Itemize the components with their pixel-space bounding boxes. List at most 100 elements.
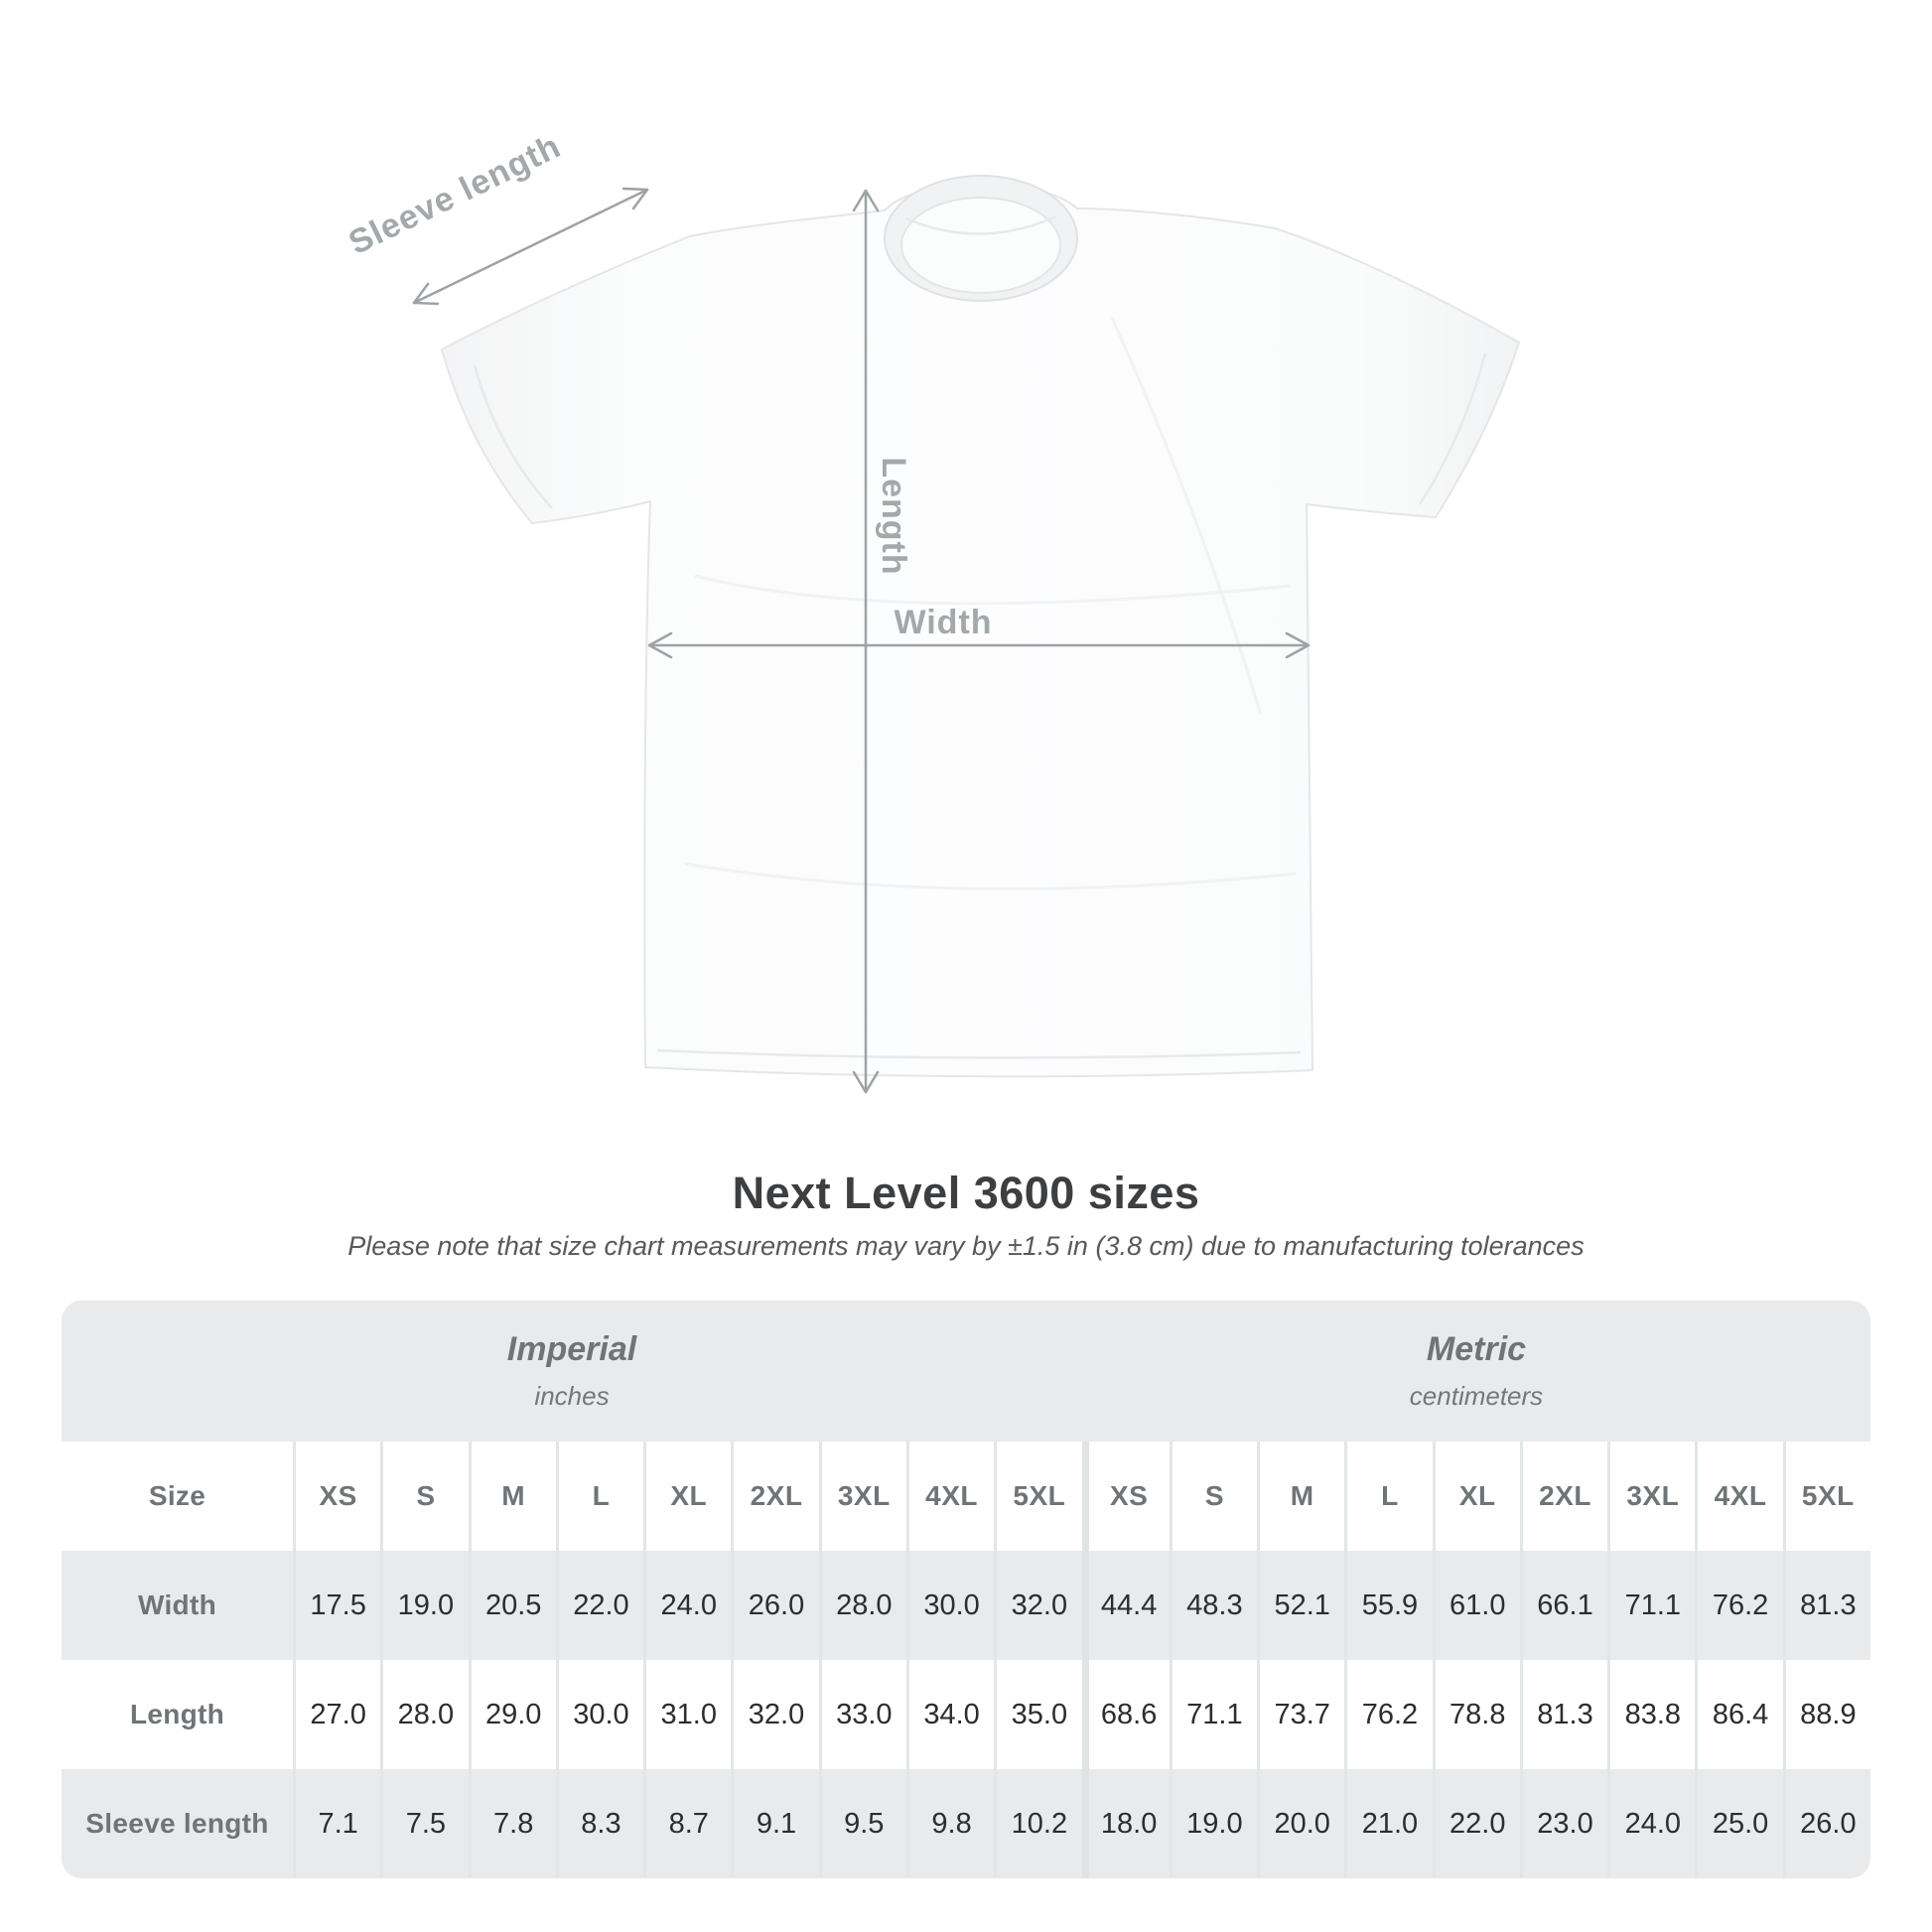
value-cell: 55.9 bbox=[1344, 1551, 1432, 1660]
size-header-cell: L bbox=[1344, 1442, 1433, 1551]
value-cell: 22.0 bbox=[555, 1551, 643, 1660]
value-cell: 26.0 bbox=[731, 1551, 818, 1660]
size-table: Imperial inches Metric centimeters Size X… bbox=[62, 1301, 1870, 1878]
value-cell: 26.0 bbox=[1782, 1769, 1870, 1878]
value-cell: 32.0 bbox=[994, 1551, 1081, 1660]
value-cell: 61.0 bbox=[1432, 1551, 1520, 1660]
value-cell: 81.3 bbox=[1519, 1660, 1608, 1769]
value-cell: 28.0 bbox=[380, 1660, 469, 1769]
sleeve-length-label: Sleeve length bbox=[343, 127, 566, 262]
value-cell: 34.0 bbox=[905, 1660, 995, 1769]
value-cell: 86.4 bbox=[1695, 1660, 1783, 1769]
page-title: Next Level 3600 sizes bbox=[732, 1168, 1200, 1218]
size-header-cell: 2XL bbox=[1519, 1442, 1608, 1551]
wrinkle-line bbox=[694, 574, 1292, 606]
value-cell: 81.3 bbox=[1782, 1551, 1870, 1660]
value-cell: 27.0 bbox=[293, 1660, 381, 1769]
value-cell: 76.2 bbox=[1344, 1660, 1433, 1769]
value-cell: 20.0 bbox=[1257, 1769, 1344, 1878]
size-header-cell: S bbox=[380, 1442, 469, 1551]
value-cell: 17.5 bbox=[293, 1551, 380, 1660]
value-cell: 7.5 bbox=[380, 1769, 468, 1878]
size-header-cell: XL bbox=[1432, 1442, 1520, 1551]
row-label: Sleeve length bbox=[85, 1808, 269, 1839]
right-sleeve-hem-seam bbox=[1418, 352, 1487, 505]
collar-back-seam bbox=[904, 214, 1057, 235]
size-header-cell: M bbox=[468, 1442, 556, 1551]
width-arrow bbox=[647, 631, 1311, 659]
imperial-sublabel: inches bbox=[534, 1381, 610, 1411]
value-cell: 19.0 bbox=[380, 1551, 468, 1660]
tshirt-measurement-diagram: Sleeve length Length Width bbox=[343, 127, 1521, 1094]
size-header-cell: M bbox=[1257, 1442, 1345, 1551]
sleeve-length-arrow bbox=[412, 187, 649, 306]
size-header-cell: XL bbox=[643, 1442, 732, 1551]
value-cell: 19.0 bbox=[1169, 1769, 1257, 1878]
value-cell: 52.1 bbox=[1257, 1551, 1344, 1660]
size-header-cell: XS bbox=[293, 1442, 381, 1551]
value-cell: 30.0 bbox=[905, 1551, 994, 1660]
size-column-header: Size bbox=[62, 1442, 293, 1551]
page-subtitle: Please note that size chart measurements… bbox=[347, 1231, 1585, 1261]
value-cell: 25.0 bbox=[1695, 1769, 1782, 1878]
imperial-label: Imperial bbox=[506, 1330, 637, 1368]
unit-band: Imperial inches Metric centimeters bbox=[62, 1301, 1870, 1442]
value-cell: 8.7 bbox=[643, 1769, 731, 1878]
value-cell: 24.0 bbox=[643, 1551, 731, 1660]
size-header-cell: 2XL bbox=[731, 1442, 819, 1551]
value-cell: 7.1 bbox=[293, 1769, 380, 1878]
value-cell: 35.0 bbox=[994, 1660, 1082, 1769]
size-header-cell: 5XL bbox=[994, 1442, 1082, 1551]
value-cell: 28.0 bbox=[818, 1551, 906, 1660]
value-cell: 73.7 bbox=[1257, 1660, 1345, 1769]
row-label: Length bbox=[62, 1660, 293, 1769]
tshirt-illustration bbox=[440, 175, 1521, 1078]
value-cell: 22.0 bbox=[1432, 1769, 1520, 1878]
wrinkle-line bbox=[684, 862, 1297, 891]
value-cell: 71.1 bbox=[1607, 1551, 1695, 1660]
width-label: Width bbox=[894, 604, 992, 641]
length-arrow bbox=[852, 189, 880, 1094]
value-cell: 18.0 bbox=[1081, 1769, 1170, 1878]
value-cell: 29.0 bbox=[468, 1660, 556, 1769]
value-cell: 9.5 bbox=[818, 1769, 906, 1878]
value-cell: 31.0 bbox=[643, 1660, 732, 1769]
metric-label: Metric bbox=[1426, 1330, 1527, 1368]
size-header-cell: 3XL bbox=[818, 1442, 906, 1551]
value-cell: 76.2 bbox=[1695, 1551, 1782, 1660]
collar-inner bbox=[900, 197, 1061, 294]
metric-sublabel: centimeters bbox=[1409, 1381, 1544, 1411]
imperial-unit-group: Imperial inches bbox=[62, 1301, 1082, 1442]
value-cell: 33.0 bbox=[818, 1660, 906, 1769]
value-cell: 78.8 bbox=[1432, 1660, 1520, 1769]
metric-unit-group: Metric centimeters bbox=[1082, 1301, 1870, 1442]
value-cell: 44.4 bbox=[1081, 1551, 1170, 1660]
value-cell: 20.5 bbox=[468, 1551, 556, 1660]
value-cell: 68.6 bbox=[1081, 1660, 1170, 1769]
size-header-cell: 3XL bbox=[1607, 1442, 1696, 1551]
value-cell: 83.8 bbox=[1607, 1660, 1696, 1769]
value-cell: 88.9 bbox=[1782, 1660, 1870, 1769]
value-cell: 66.1 bbox=[1519, 1551, 1607, 1660]
value-cell: 8.3 bbox=[555, 1769, 643, 1878]
size-header-cell: XS bbox=[1081, 1442, 1170, 1551]
value-cell: 9.1 bbox=[731, 1769, 818, 1878]
value-cell: 24.0 bbox=[1607, 1769, 1695, 1878]
value-cell: 48.3 bbox=[1169, 1551, 1257, 1660]
size-grid: Size XS S M L XL 2XL 3XL 4XL 5XL XS S M L XL 2XL 3XL 4XL 5… bbox=[62, 1442, 1870, 1878]
value-cell: 32.0 bbox=[731, 1660, 819, 1769]
value-cell: 21.0 bbox=[1344, 1769, 1432, 1878]
value-cell: 10.2 bbox=[994, 1769, 1081, 1878]
value-cell: 23.0 bbox=[1519, 1769, 1607, 1878]
value-cell: 7.8 bbox=[468, 1769, 556, 1878]
left-sleeve-hem-seam bbox=[473, 364, 553, 509]
bottom-hem-seam bbox=[656, 1048, 1302, 1059]
value-cell: 30.0 bbox=[555, 1660, 644, 1769]
size-header-cell: 5XL bbox=[1782, 1442, 1870, 1551]
value-cell: 9.8 bbox=[905, 1769, 994, 1878]
row-label: Width bbox=[138, 1589, 216, 1620]
wrinkle-line bbox=[1110, 317, 1263, 716]
size-header-cell: 4XL bbox=[905, 1442, 995, 1551]
length-label: Length bbox=[875, 457, 912, 575]
